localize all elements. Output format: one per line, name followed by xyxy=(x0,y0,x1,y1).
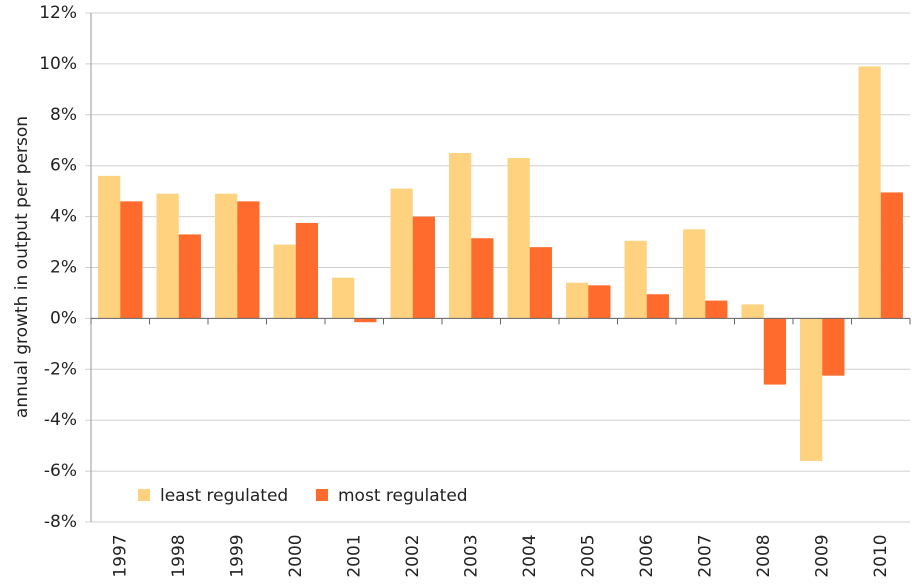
bar xyxy=(120,201,143,319)
bar xyxy=(858,66,881,319)
x-tick-label: 2006 xyxy=(637,534,657,577)
bar xyxy=(295,222,318,319)
bar xyxy=(178,234,201,319)
bar xyxy=(741,304,764,319)
y-tick-label: -4% xyxy=(44,410,77,430)
x-tick-label: 2002 xyxy=(403,534,423,577)
bar xyxy=(471,238,494,319)
bar xyxy=(800,318,823,461)
y-tick-label: -2% xyxy=(44,359,77,379)
y-tick-label: 6% xyxy=(50,156,77,176)
x-tick-label: 2009 xyxy=(812,534,832,577)
bar xyxy=(646,294,669,319)
bar xyxy=(354,318,377,323)
y-tick-label: -8% xyxy=(44,512,77,532)
x-tick-label: 2001 xyxy=(344,534,364,577)
bar xyxy=(156,193,179,319)
bar xyxy=(273,244,296,319)
bar xyxy=(566,282,589,319)
x-tick-label: 1998 xyxy=(169,534,189,577)
bar xyxy=(529,247,552,319)
y-tick-label: 4% xyxy=(50,207,77,227)
legend-swatch xyxy=(316,489,328,501)
bar xyxy=(390,188,413,319)
x-tick-label: 2008 xyxy=(754,534,774,577)
x-tick-label: 2003 xyxy=(461,534,481,577)
bar xyxy=(624,240,647,319)
y-axis-label: annual growth in output per person xyxy=(12,116,32,418)
bar xyxy=(332,277,355,319)
y-tick-label: 12% xyxy=(39,3,77,23)
bar xyxy=(507,158,530,319)
bar xyxy=(237,201,260,319)
y-tick-label: 10% xyxy=(39,54,77,74)
bar xyxy=(683,229,706,319)
bar xyxy=(98,175,121,319)
x-tick-label: 1997 xyxy=(110,534,130,577)
y-tick-label: 8% xyxy=(50,105,77,125)
x-tick-label: 2010 xyxy=(871,534,891,577)
y-tick-label: 0% xyxy=(50,308,77,328)
x-tick-label: 2005 xyxy=(578,534,598,577)
x-tick-label: 2000 xyxy=(286,534,306,577)
legend-label: least regulated xyxy=(160,486,288,506)
bar xyxy=(412,216,435,319)
legend-label: most regulated xyxy=(338,486,468,506)
bar xyxy=(822,318,845,376)
legend-swatch xyxy=(138,489,150,501)
bar xyxy=(880,192,903,319)
bar xyxy=(763,318,786,385)
x-tick-label: 2004 xyxy=(520,534,540,577)
y-tick-label: 2% xyxy=(50,258,77,278)
bar xyxy=(449,152,472,319)
bar xyxy=(215,193,238,319)
y-tick-label: -6% xyxy=(44,461,77,481)
x-tick-label: 2007 xyxy=(695,534,715,577)
bar xyxy=(588,285,611,319)
x-tick-label: 1999 xyxy=(227,534,247,577)
bar xyxy=(705,300,728,319)
